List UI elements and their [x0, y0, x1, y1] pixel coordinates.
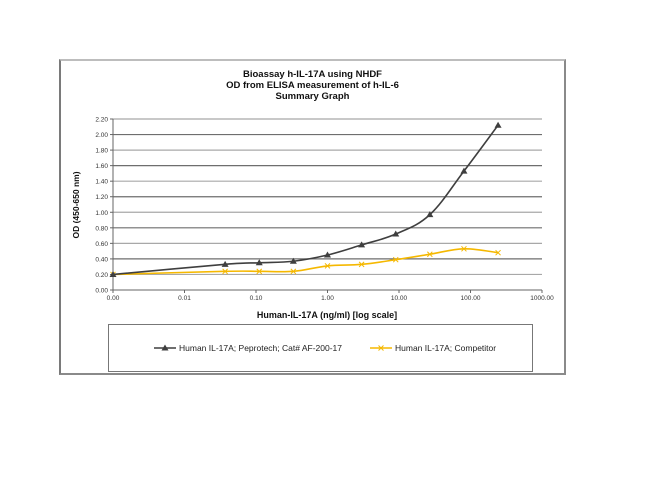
triangle-marker-icon [289, 257, 297, 264]
triangle-marker-icon [154, 344, 176, 351]
legend-label-competitor: Human IL-17A; Competitor [395, 343, 497, 353]
triangle-marker-icon [324, 251, 331, 258]
series-competitor [110, 245, 501, 278]
triangle-marker-icon [426, 211, 434, 218]
triangle-marker-icon [358, 241, 366, 248]
y-tick-label: 1.00 [95, 210, 108, 217]
triangle-marker-icon [221, 260, 229, 267]
triangle-marker-icon [109, 270, 117, 277]
y-tick-label: 1.40 [95, 179, 108, 186]
legend-item-competitor: Human IL-17A; Competitor [369, 343, 496, 353]
triangle-marker-icon [460, 167, 468, 174]
x-tick-label: 0.01 [178, 295, 191, 302]
y-tick-label: 0.00 [95, 288, 108, 295]
data-series [109, 121, 502, 278]
x-tick-label: 10.00 [391, 295, 408, 302]
x-tick-label: 0.00 [107, 295, 120, 302]
x-marker-icon [370, 345, 392, 351]
chart-subtitle-1: OD from ELISA measurement of h-IL-6 [226, 80, 399, 91]
y-tick-labels: 0.00 0.20 0.40 0.60 0.80 1.00 1.20 1.40 1.60 1.80… [95, 117, 108, 295]
gridlines [113, 118, 542, 276]
x-tick-labels: 0.00 0.01 0.10 1.00 10.00 100.00 1000.00 [107, 295, 554, 302]
chart-frame [59, 59, 566, 375]
legend: Human IL-17A; Peprotech; Cat# AF-200-17 … [108, 324, 533, 372]
x-tick-label: 100.00 [461, 295, 481, 302]
legend-label-peprotech: Human IL-17A; Peprotech; Cat# AF-200-17 [179, 343, 343, 353]
chart-title: Bioassay h-IL-17A using NHDF [242, 69, 382, 80]
axes [110, 118, 543, 293]
y-tick-label: 0.60 [95, 241, 108, 248]
x-tick-label: 1000.00 [530, 295, 554, 302]
y-tick-label: 1.80 [95, 148, 108, 155]
y-tick-label: 2.20 [95, 117, 108, 124]
y-tick-label: 0.40 [95, 256, 108, 263]
x-tick-label: 0.10 [250, 295, 263, 302]
legend-item-peprotech: Human IL-17A; Peprotech; Cat# AF-200-17 [153, 343, 342, 353]
chart-title-block: Bioassay h-IL-17A using NHDF OD from ELI… [59, 69, 566, 102]
y-tick-label: 0.80 [95, 225, 108, 232]
triangle-marker-icon [392, 230, 400, 237]
x-axis-label: Human-IL-17A (ng/ml) [log scale] [257, 310, 397, 320]
y-tick-label: 1.20 [95, 194, 108, 201]
chart-subtitle-2: Summary Graph [275, 91, 350, 102]
triangle-marker-icon [255, 259, 263, 266]
series-peprotech [109, 121, 502, 277]
y-axis-label: OD (450-650 nm) [71, 171, 81, 238]
y-tick-label: 0.20 [95, 272, 108, 279]
y-tick-label: 1.60 [95, 163, 108, 170]
x-tick-label: 1.00 [321, 295, 334, 302]
y-tick-label: 2.00 [95, 132, 108, 139]
triangle-marker-icon [494, 121, 502, 128]
